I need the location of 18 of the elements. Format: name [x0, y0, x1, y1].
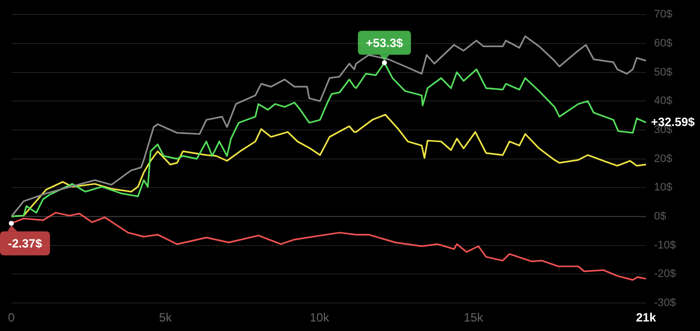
y-tick-label: 30$ — [654, 124, 672, 136]
annotation: +53.3$ — [366, 36, 404, 50]
y-tick-label: -30$ — [654, 297, 676, 310]
y-tick-label: -10$ — [654, 239, 676, 252]
y-tick-label: 50$ — [654, 66, 672, 78]
y-tick-label: 70$ — [654, 8, 672, 21]
y-tick-label: -20$ — [654, 268, 676, 280]
x-tick-label: 5k — [159, 310, 173, 325]
x-tick-label: 15k — [464, 310, 484, 325]
x-tick-label: 21k — [636, 310, 656, 325]
y-tick-label: 0$ — [654, 210, 666, 223]
y-tick-label: 10$ — [654, 182, 672, 194]
x-tick-label: 0 — [8, 310, 15, 325]
y-tick-label: 60$ — [654, 37, 672, 50]
y-tick-label: 20$ — [654, 152, 672, 165]
y-tick-label: 40$ — [654, 95, 672, 108]
x-tick-label: 10k — [310, 310, 330, 325]
annotation: -2.37$ — [8, 236, 42, 251]
